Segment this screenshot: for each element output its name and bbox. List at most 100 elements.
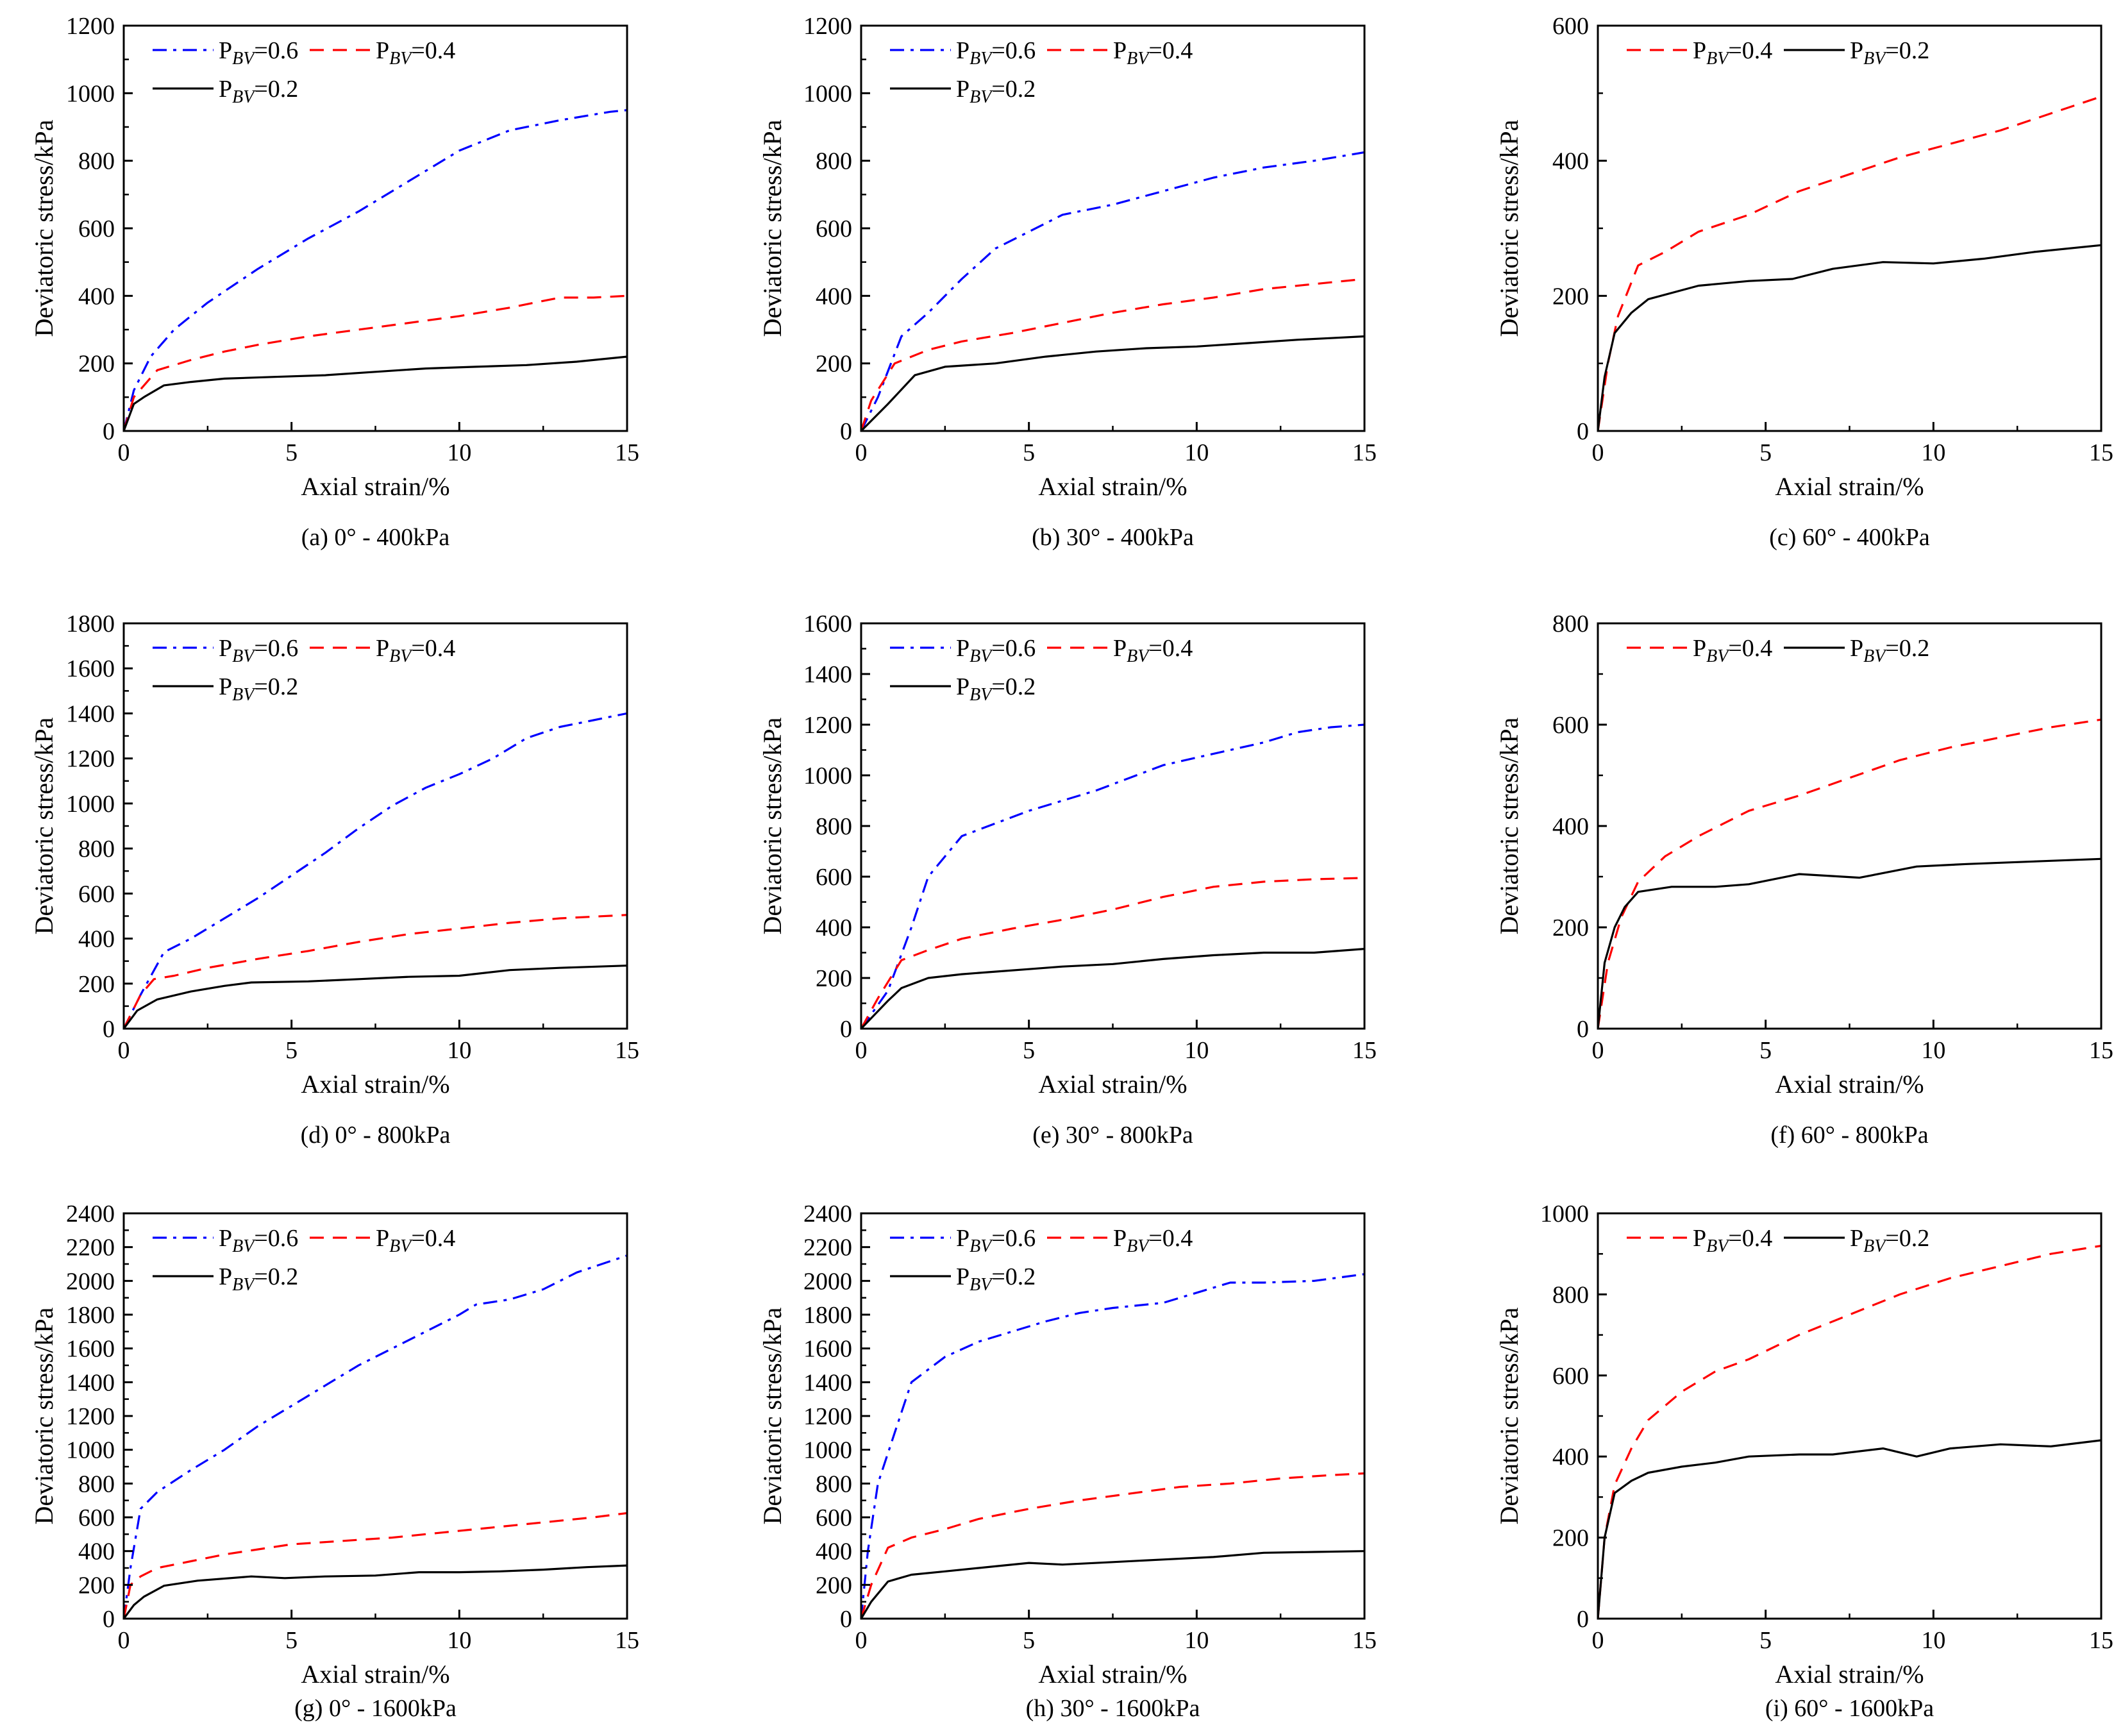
legend-label-value: =0.2 (991, 76, 1036, 103)
legend-label-b-2: PBV=0.4 (1113, 37, 1193, 69)
panel-caption: (a) 0° - 400kPa (301, 524, 450, 551)
x-tick-label: 5 (1759, 439, 1772, 466)
x-tick-label: 5 (1023, 1037, 1035, 1064)
y-tick-label: 600 (1552, 1363, 1589, 1390)
legend-label-subscript: BV (1127, 1236, 1150, 1256)
series-line-c-2 (1598, 244, 2101, 431)
y-tick-label: 0 (1577, 1016, 1589, 1043)
x-tick-label: 10 (1184, 1037, 1209, 1064)
plot-frame (1597, 622, 2102, 1030)
x-axis-label: Axial strain/% (1775, 1660, 1924, 1689)
chart-panel-i: 0 200 400 600 800 1000 0 5 10 15 Axial strain/% Dev… (1495, 1201, 2113, 1722)
y-tick-label: 0 (103, 1016, 115, 1043)
legend-label-prefix: P (1113, 635, 1127, 662)
x-tick-label: 10 (1184, 1627, 1209, 1654)
y-tick-label: 1000 (803, 80, 852, 107)
x-tick-label: 15 (2089, 439, 2113, 466)
plot-frame (1597, 24, 2102, 432)
legend-label-f-1: PBV=0.4 (1693, 635, 1772, 666)
series-line-i-2 (1598, 1439, 2101, 1619)
legend-label-b-3: PBV=0.2 (956, 76, 1036, 107)
legend-label-subscript: BV (389, 1236, 413, 1256)
y-tick-label: 1000 (66, 791, 115, 818)
legend-label-value: =0.4 (1728, 37, 1772, 64)
chart-panel-e: 0 200 400 600 800 1000 1200 1400 1600 0 5 10 15 Axial… (758, 611, 1377, 1149)
series-line-i-1 (1598, 1245, 2101, 1619)
legend-label-prefix: P (956, 76, 969, 103)
y-tick-label: 600 (78, 1504, 115, 1531)
x-axis-label: Axial strain/% (301, 1660, 449, 1689)
y-tick-label: 2200 (66, 1235, 115, 1261)
y-tick-label: 1000 (803, 763, 852, 789)
panel-caption: (h) 30° - 1600kPa (1026, 1695, 1200, 1722)
legend-label-subscript: BV (1706, 1236, 1730, 1256)
legend-label-prefix: P (219, 1225, 232, 1252)
legend-label-subscript: BV (389, 49, 413, 69)
y-tick-label: 400 (78, 1538, 115, 1565)
legend-label-value: =0.4 (1148, 37, 1193, 64)
y-tick-label: 600 (1552, 712, 1589, 739)
y-tick-label: 0 (840, 418, 852, 445)
y-tick-label: 200 (78, 1572, 115, 1599)
legend-label-h-2: PBV=0.4 (1113, 1225, 1193, 1256)
legend-label-prefix: P (376, 1225, 389, 1252)
chart-panel-b: 0 200 400 600 800 1000 1200 0 5 10 15 Axial strain/… (758, 13, 1377, 551)
legend-label-e-2: PBV=0.4 (1113, 635, 1193, 666)
legend-label-value: =0.6 (254, 635, 298, 662)
y-tick-label: 800 (78, 836, 115, 863)
legend-label-value: =0.4 (411, 37, 455, 64)
legend-label-subscript: BV (969, 685, 993, 705)
legend-label-subscript: BV (969, 646, 993, 666)
y-axis-label: Deviatoric stress/kPa (29, 717, 58, 934)
panel-caption: (e) 30° - 800kPa (1032, 1122, 1193, 1149)
legend-label-value: =0.6 (991, 1225, 1036, 1252)
y-tick-label: 400 (816, 283, 852, 310)
legend-label-prefix: P (1850, 1225, 1863, 1252)
legend-label-subscript: BV (969, 87, 993, 107)
series-line-g-2 (124, 1512, 627, 1619)
legend-label-f-2: PBV=0.2 (1850, 635, 1929, 666)
legend-label-prefix: P (1850, 635, 1863, 662)
y-tick-label: 800 (78, 148, 115, 175)
series-line-g-1 (124, 1254, 627, 1619)
legend-label-prefix: P (376, 37, 389, 64)
y-tick-label: 200 (1552, 914, 1589, 941)
series-line-h-2 (861, 1472, 1364, 1619)
y-tick-label: 1200 (66, 13, 115, 40)
y-tick-label: 600 (1552, 13, 1589, 40)
series-line-c-1 (1598, 96, 2101, 431)
x-axis-label: Axial strain/% (1775, 1070, 1924, 1099)
y-tick-label: 800 (1552, 1281, 1589, 1308)
legend-label-value: =0.2 (1885, 635, 1929, 662)
legend-label-value: =0.4 (1148, 1225, 1193, 1252)
y-tick-label: 1800 (803, 1302, 852, 1329)
y-tick-label: 200 (1552, 283, 1589, 310)
plot-frame (122, 24, 628, 432)
legend-label-d-3: PBV=0.2 (219, 673, 298, 705)
legend-label-value: =0.4 (1728, 1225, 1772, 1252)
y-tick-label: 800 (78, 1471, 115, 1497)
legend-label-prefix: P (219, 1263, 232, 1290)
x-tick-label: 15 (1352, 1627, 1377, 1654)
legend-label-value: =0.6 (991, 37, 1036, 64)
x-tick-label: 15 (615, 1037, 639, 1064)
y-tick-label: 1800 (66, 1302, 115, 1329)
plot-frame (860, 622, 1366, 1030)
panel-caption: (i) 60° - 1600kPa (1765, 1695, 1934, 1722)
x-tick-label: 10 (1184, 439, 1209, 466)
y-tick-label: 800 (816, 813, 852, 840)
plot-frame (860, 1212, 1366, 1620)
y-axis-label: Deviatoric stress/kPa (1495, 717, 1523, 934)
x-tick-label: 15 (2089, 1037, 2113, 1064)
legend-label-subscript: BV (969, 49, 993, 69)
y-tick-label: 1400 (803, 661, 852, 688)
legend-label-prefix: P (1693, 635, 1706, 662)
legend-label-prefix: P (1113, 1225, 1127, 1252)
legend-label-i-1: PBV=0.4 (1693, 1225, 1772, 1256)
series-line-g-3 (124, 1564, 627, 1619)
x-tick-label: 0 (1592, 439, 1604, 466)
y-tick-label: 1200 (66, 746, 115, 773)
y-tick-label: 1200 (803, 712, 852, 739)
y-tick-label: 800 (816, 1471, 852, 1497)
chart-panel-f: 0 200 400 600 800 0 5 10 15 Axial strain/% Deviato… (1495, 611, 2113, 1149)
